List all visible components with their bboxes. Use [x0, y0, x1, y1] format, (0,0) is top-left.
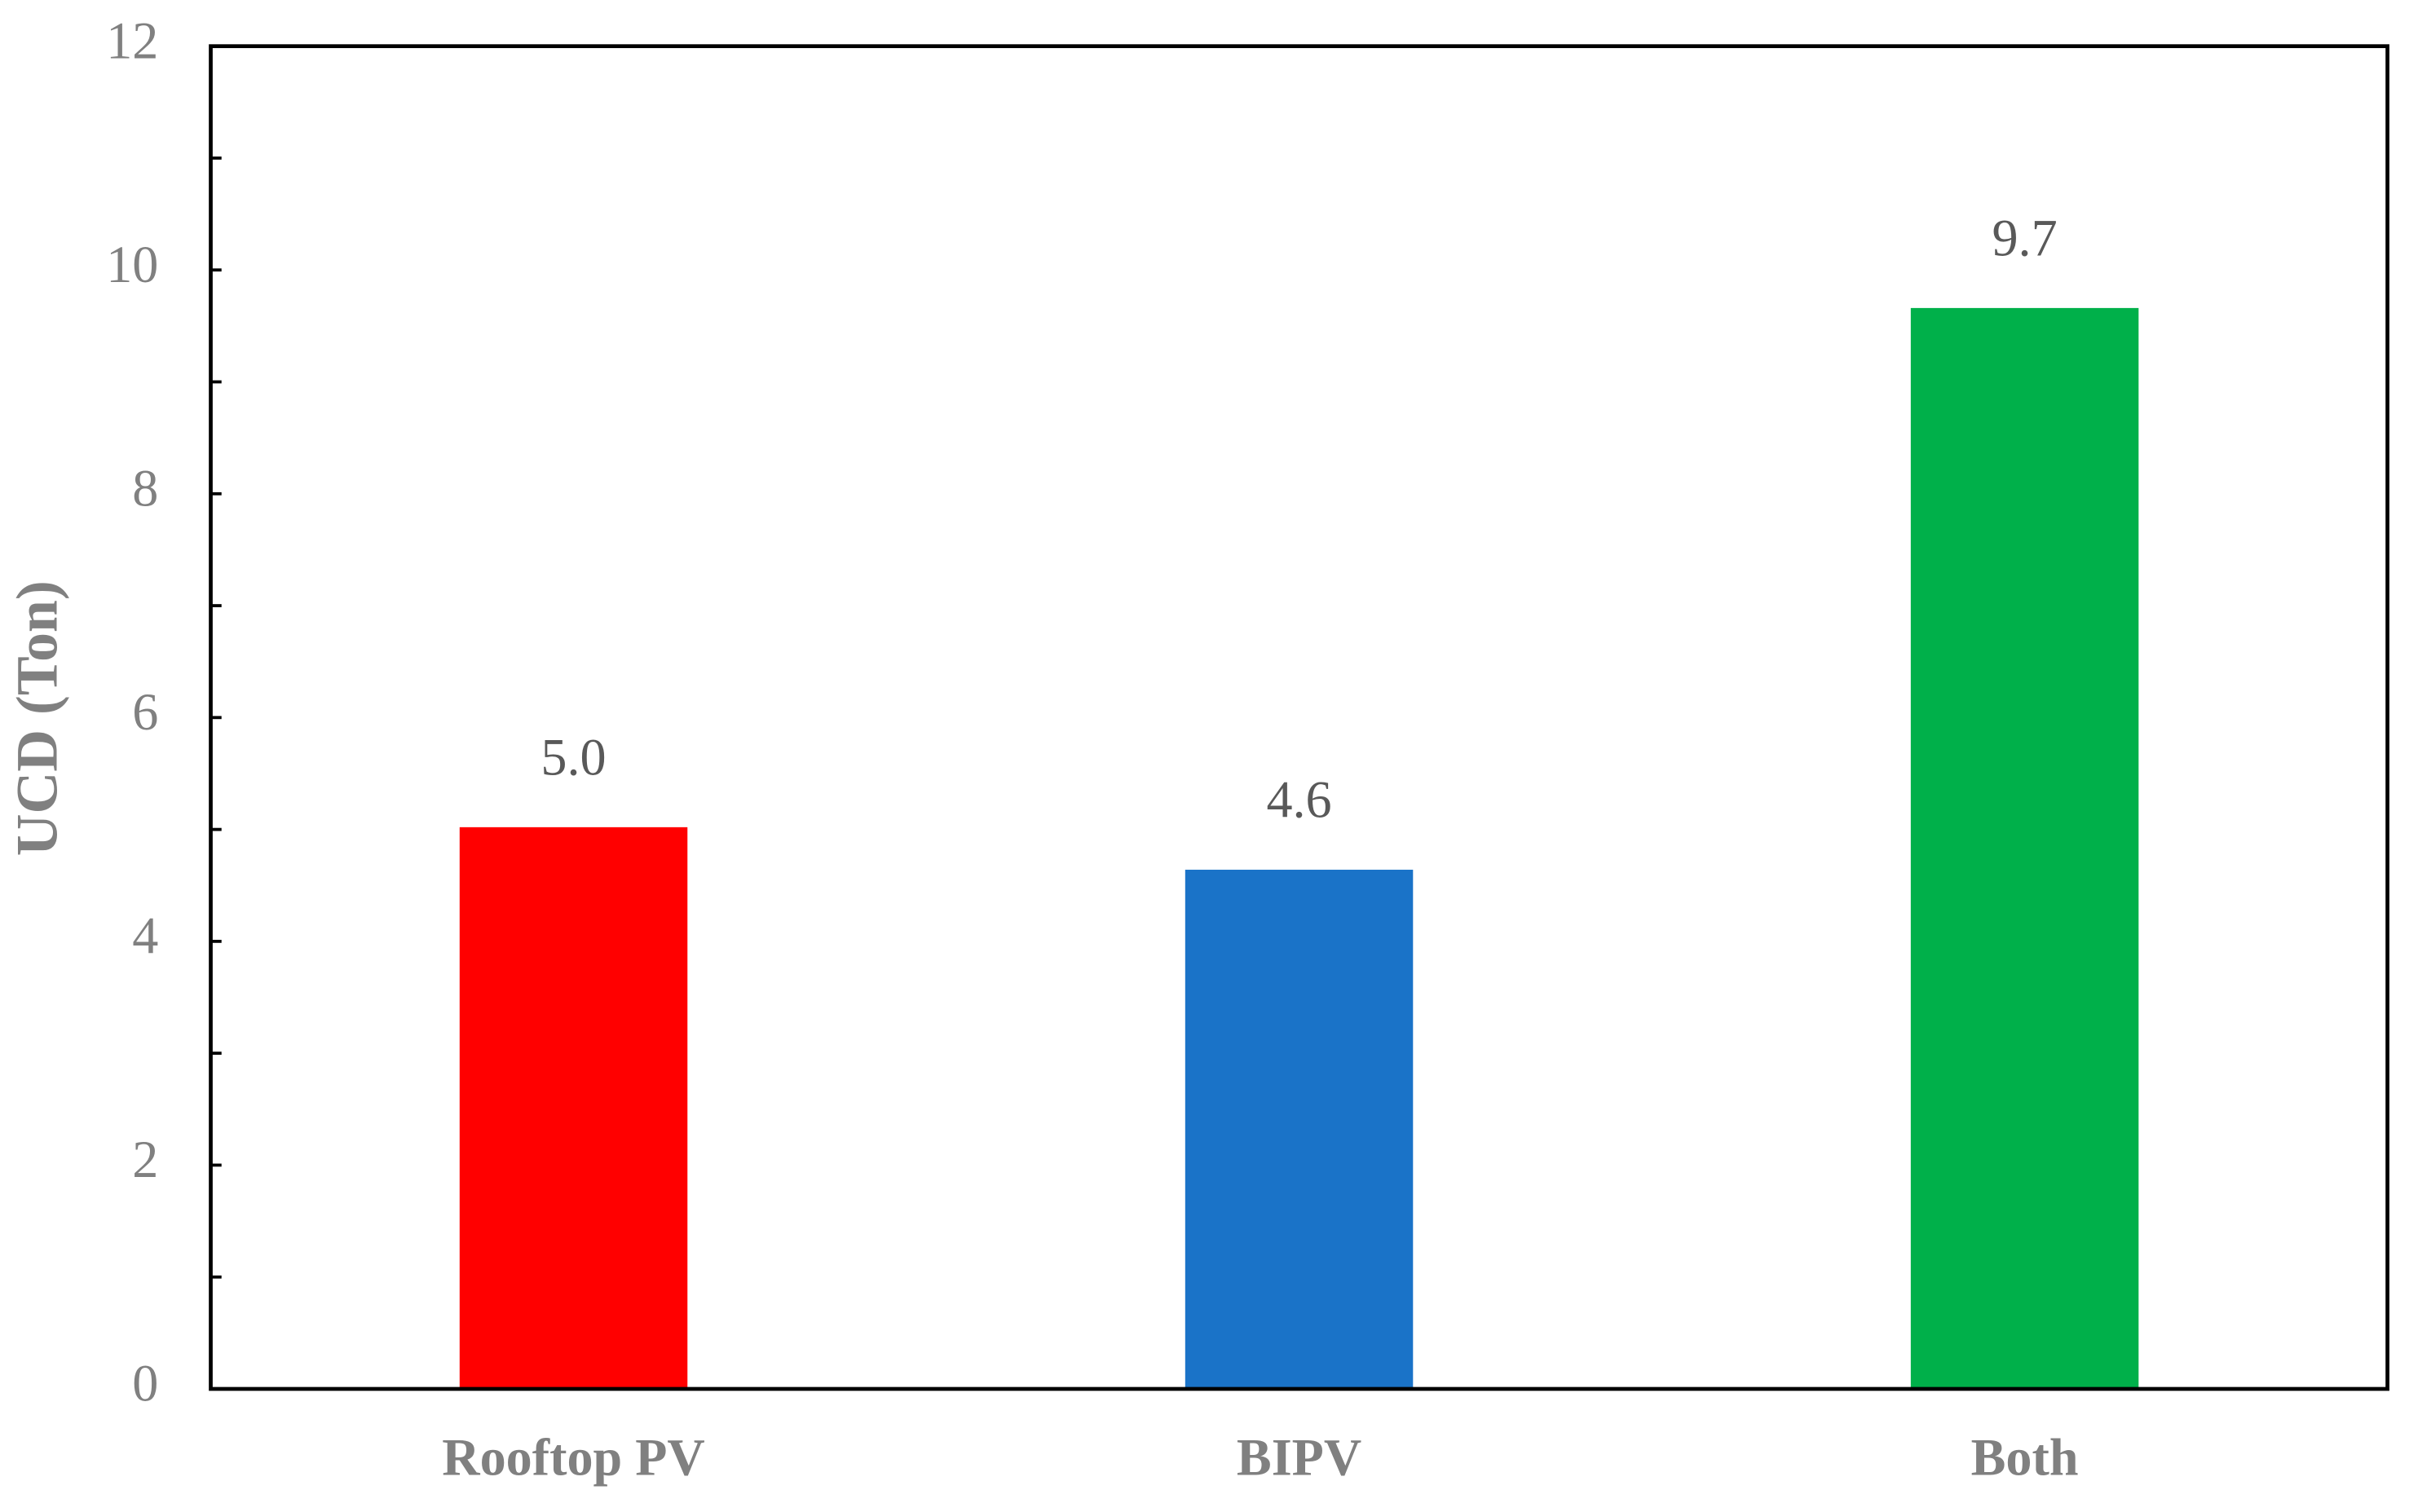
value-label: 4.6: [1266, 770, 1331, 828]
bar: [1910, 307, 2139, 1389]
y-tick-label: 12: [106, 11, 158, 69]
bar: [459, 827, 688, 1389]
x-tick-label: Rooftop PV: [442, 1428, 704, 1486]
y-tick-label: 4: [132, 907, 158, 965]
y-tick-label: 0: [132, 1355, 158, 1413]
y-tick-label: 2: [132, 1131, 158, 1188]
y-axis-label: UCD (Ton): [4, 580, 69, 856]
x-tick-label: BIPV: [1237, 1428, 1361, 1486]
bar: [1185, 870, 1414, 1389]
y-tick-label: 8: [132, 459, 158, 517]
value-label: 9.7: [1992, 209, 2057, 267]
y-tick-label: 10: [106, 236, 158, 293]
x-tick-label: Both: [1971, 1428, 2079, 1486]
value-label: 5.0: [540, 728, 606, 786]
y-tick-label: 6: [132, 683, 158, 741]
plot-frame: [209, 44, 2389, 1391]
